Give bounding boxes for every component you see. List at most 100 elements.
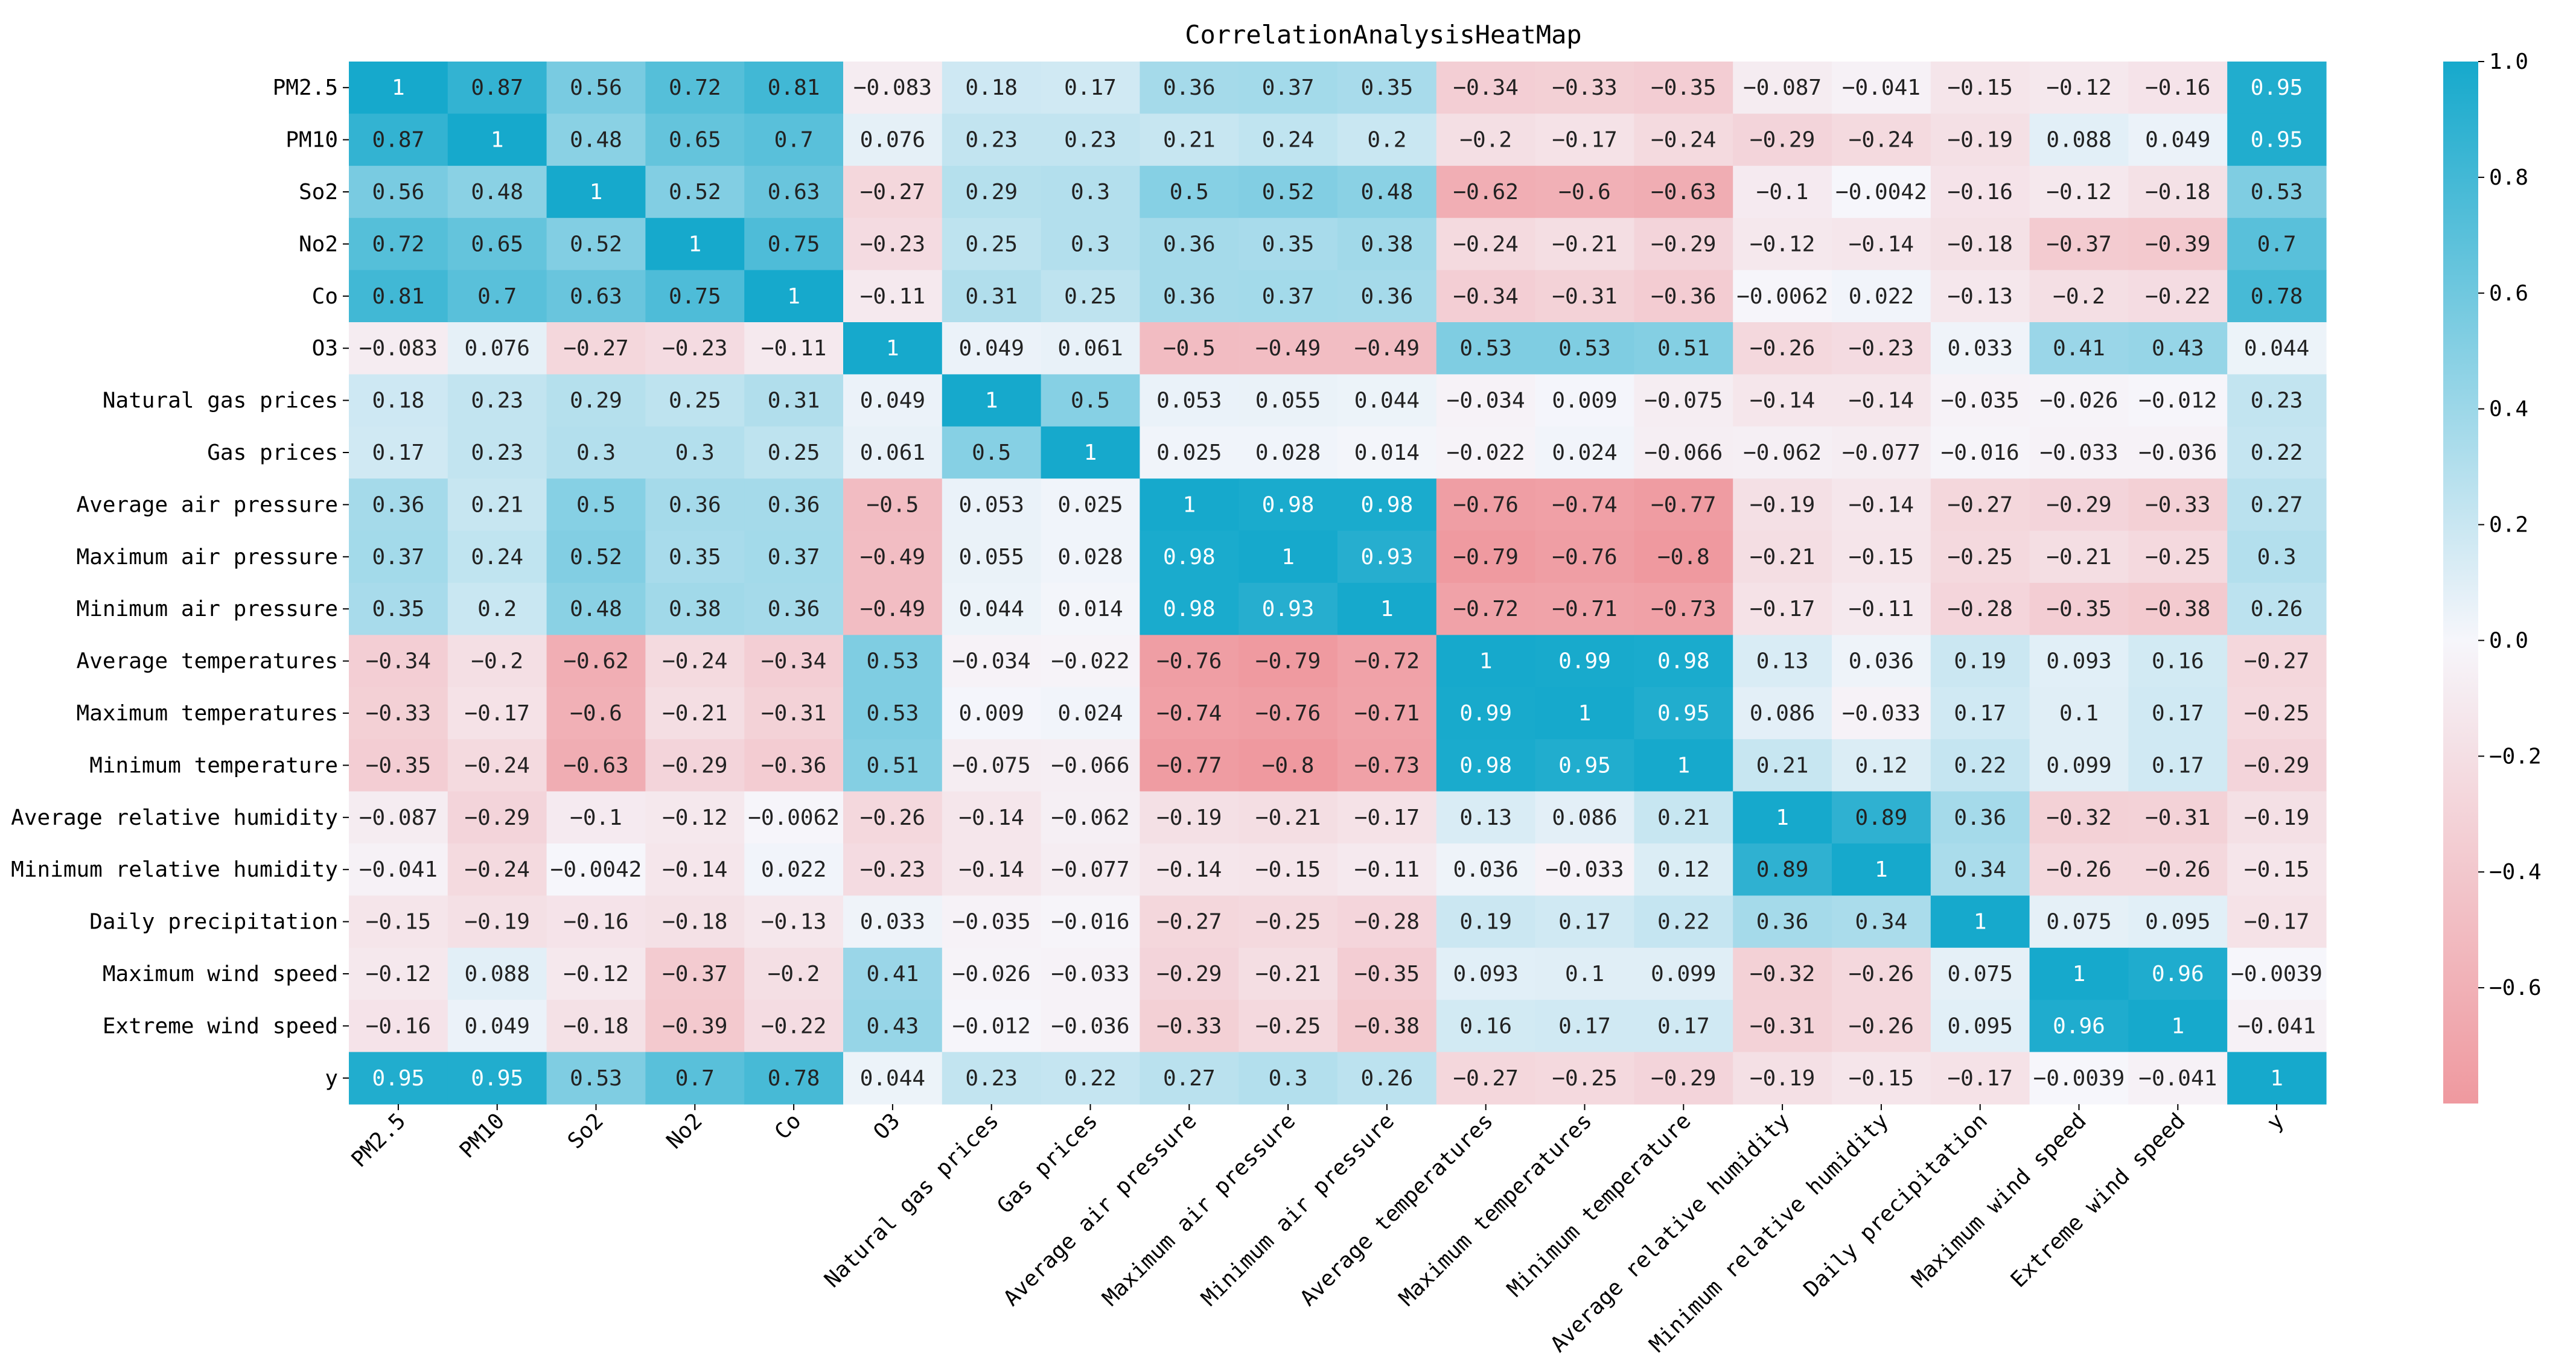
cell-value-label: 0.48 [570,128,622,153]
heatmap-cell [2128,1052,2228,1105]
cell-value-label: 0.049 [465,1014,530,1038]
heatmap-cell [1535,530,1634,583]
heatmap-cell [349,426,448,479]
cell-value-label: 0.36 [669,492,721,517]
heatmap-cell [1832,791,1931,844]
cell-value-label: −0.76 [1255,701,1321,726]
heatmap-cell [1140,895,1239,948]
cell-value-label: −0.16 [1948,180,2013,205]
heatmap-cell [447,947,547,1000]
cell-value-label: −0.8 [1262,753,1315,778]
heatmap-cell [843,583,943,635]
cell-value-label: −0.62 [1453,180,1519,205]
heatmap-cell [1041,426,1140,479]
colorbar-gradient [2443,62,2478,1104]
cell-value-label: −0.14 [1750,389,1815,413]
heatmap-cell [1832,635,1931,688]
cell-value-label: 0.044 [1354,389,1420,413]
cell-value-label: 0.088 [465,962,530,986]
cell-value-label: −0.0062 [1736,284,1828,309]
heatmap-cell [645,739,745,792]
cell-value-label: −0.083 [359,336,438,361]
cell-value-label: −0.33 [1156,1014,1222,1038]
heatmap-cell [349,1000,448,1053]
heatmap-cell [349,113,448,167]
cell-value-label: 0.009 [1552,389,1617,413]
cell-value-label: 0.033 [860,910,925,935]
heatmap-cell [645,113,745,167]
heatmap-cell [843,374,943,427]
heatmap-cell [2029,165,2129,218]
heatmap-cell [942,1000,1042,1053]
cell-value-label: −0.26 [2046,857,2111,882]
cell-value-label: −0.19 [465,910,530,935]
cell-value-label: 0.23 [965,128,1018,153]
heatmap-cell [942,426,1042,479]
cell-value-label: −0.077 [1842,440,1921,465]
cell-value-label: 1 [1182,492,1196,517]
cell-value-label: 0.049 [2145,128,2210,153]
heatmap-cell [2029,791,2129,844]
cell-value-label: 0.3 [675,440,715,465]
heatmap-cell [2128,843,2228,896]
heatmap-cell [1041,895,1140,948]
heatmap-cell [1930,947,2030,1000]
row-label: Minimum relative humidity [11,857,338,882]
colorbar-tick-label: 0.0 [2489,628,2528,653]
cell-value-label: −0.35 [1354,962,1420,986]
cell-value-label: 0.088 [2046,128,2111,153]
heatmap-cell [1634,426,1733,479]
heatmap-cell [349,843,448,896]
heatmap-cell [2128,791,2228,844]
heatmap-cell [1634,895,1733,948]
heatmap-cell [1832,374,1931,427]
heatmap-cell [2227,1052,2327,1105]
heatmap-cell [2227,218,2327,271]
cell-value-label: −0.74 [1552,492,1617,517]
heatmap-cell [1930,374,2030,427]
heatmap-cell [1832,739,1931,792]
cell-value-label: −0.49 [860,597,925,621]
cell-value-label: 0.25 [669,389,721,413]
row-label: Average air pressure [77,492,338,517]
heatmap-cell [1832,530,1931,583]
heatmap-cell [1930,739,2030,792]
row-labels: PM2.5 PM10 So2 No2 Co O3 Natural gas prices Gas… [11,75,349,1091]
cell-value-label: 0.41 [867,962,919,986]
cell-value-label: 0.35 [1361,75,1414,100]
cell-value-label: 0.53 [867,701,919,726]
cell-value-label: −0.035 [1941,389,2020,413]
cell-value-label: −0.29 [2046,492,2111,517]
heatmap-cell [2227,843,2327,896]
heatmap-cell [645,791,745,844]
cell-value-label: −0.036 [1051,1014,1129,1038]
heatmap-cell [1930,635,2030,688]
cell-value-label: −0.49 [1354,336,1420,361]
colorbar-tick-label: 0.6 [2489,281,2528,306]
cell-value-label: −0.15 [1948,75,2013,100]
row-label: PM10 [285,128,338,153]
cell-value-label: 1 [886,336,899,361]
heatmap-cell [1041,635,1140,688]
cell-value-label: 0.5 [1071,389,1110,413]
heatmap-cell [1239,635,1338,688]
cell-value-label: 0.72 [669,75,721,100]
cell-value-label: 0.26 [2251,597,2303,621]
cell-value-label: −0.76 [1453,492,1519,517]
heatmap-cell [349,1052,448,1105]
heatmap-cell [2227,739,2327,792]
heatmap-cell [1832,478,1931,532]
cell-value-label: −0.041 [2138,1066,2217,1091]
cell-value-label: 0.099 [2046,753,2111,778]
cell-value-label: 0.36 [1954,805,2006,830]
cell-value-label: −0.13 [1948,284,2013,309]
heatmap-cell [843,165,943,218]
cell-value-label: −0.25 [1255,1014,1321,1038]
colorbar-tick-label: −0.6 [2489,976,2542,1000]
cell-value-label: −0.026 [2039,389,2118,413]
heatmap-cell [1535,843,1634,896]
cell-value-label: −0.27 [563,336,628,361]
cell-value-label: 1 [985,389,998,413]
cell-value-label: −0.21 [1255,962,1321,986]
